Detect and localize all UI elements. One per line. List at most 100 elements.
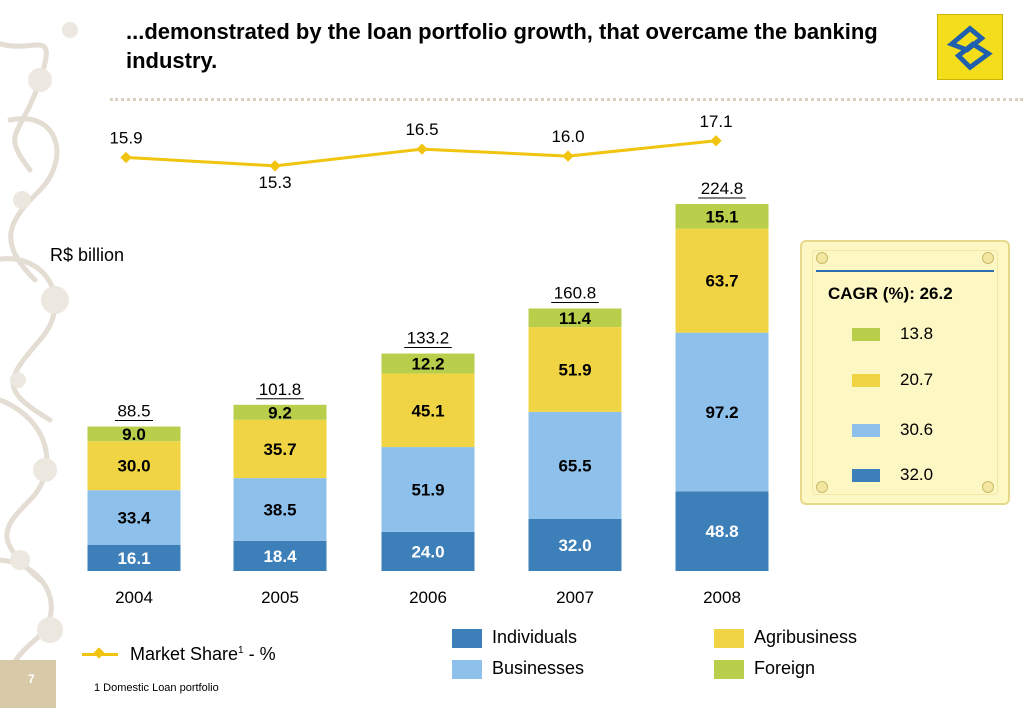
cagr-row-businesses: 30.6	[852, 420, 1002, 442]
cagr-swatch-foreign	[852, 328, 880, 341]
market-share-point-2005	[269, 160, 281, 172]
cagr-value-foreign: 13.8	[900, 324, 934, 343]
legend-swatch-individuals	[452, 629, 482, 648]
cagr-rule	[816, 270, 994, 272]
bar-label-foreign-2007: 11.4	[559, 309, 592, 328]
x-tick-label-2005: 2005	[261, 588, 299, 607]
cagr-value-individuals: 32.0	[900, 465, 934, 484]
bar-businesses-2008	[675, 332, 769, 492]
bar-label-businesses-2004: 33.4	[117, 508, 151, 527]
screw-icon	[982, 252, 994, 264]
market-share-label-2004: 15.9	[109, 128, 142, 147]
bar-total-2005: 101.8	[259, 380, 302, 399]
market-share-label-2006: 16.5	[405, 120, 438, 139]
bar-label-foreign-2006: 12.2	[411, 355, 444, 374]
floral-ornament	[0, 22, 78, 708]
bar-agribusiness-2004	[87, 441, 181, 491]
market-share-point-2004	[120, 151, 132, 164]
legend-swatch-agribusiness	[714, 629, 744, 648]
bar-label-agribusiness-2004: 30.0	[117, 457, 150, 476]
page-number: 7	[28, 672, 35, 686]
legend-market-share-text: Market Share	[130, 644, 239, 664]
market-share-label-2007: 16.0	[551, 127, 584, 146]
bar-agribusiness-2008	[675, 228, 769, 333]
legend-unit-text: - %	[243, 644, 276, 664]
cagr-panel: CAGR (%): 26.2 13.8 20.7 30.6 32.0	[800, 240, 1010, 505]
bar-individuals-2006	[381, 531, 475, 571]
unit-label: R$ billion	[50, 245, 125, 265]
bar-label-foreign-2004: 9.0	[122, 425, 146, 444]
slide-title: ...demonstrated by the loan portfolio gr…	[126, 19, 878, 73]
market-share-label-2008: 17.1	[699, 112, 732, 131]
bar-businesses-2006	[381, 447, 475, 532]
legend-swatch-businesses	[452, 660, 482, 679]
x-tick-label-2008: 2008	[703, 588, 741, 607]
cagr-panel-frame	[812, 250, 998, 495]
cagr-swatch-agribusiness	[852, 374, 880, 387]
bar-label-individuals-2004: 16.1	[117, 549, 150, 568]
bar-label-individuals-2006: 24.0	[411, 542, 444, 561]
bar-businesses-2004	[87, 490, 181, 545]
bar-label-businesses-2007: 65.5	[558, 456, 591, 475]
cagr-swatch-individuals	[852, 469, 880, 482]
cagr-swatch-businesses	[852, 424, 880, 437]
screw-icon	[816, 481, 828, 493]
x-tick-label-2004: 2004	[115, 588, 153, 607]
bar-foreign-2004	[87, 426, 181, 442]
bar-total-2008: 224.8	[701, 179, 744, 198]
cagr-row-agribusiness: 20.7	[852, 370, 1002, 392]
bar-agribusiness-2005	[233, 419, 327, 479]
legend-label-individuals: Individuals	[492, 627, 578, 647]
market-share-point-2007	[562, 150, 574, 162]
logo-icon	[946, 25, 993, 71]
bar-individuals-2008	[675, 491, 769, 571]
legend-label-businesses: Businesses	[492, 658, 585, 678]
screw-icon	[816, 252, 828, 264]
bar-agribusiness-2006	[381, 373, 475, 448]
legend-label-foreign: Foreign	[754, 658, 816, 678]
legend-market-share: Market Share1 - %	[82, 642, 362, 668]
bar-label-businesses-2006: 51.9	[411, 480, 444, 499]
legend-label-agribusiness: Agribusiness	[754, 627, 858, 647]
legend-businesses: Businesses	[452, 658, 672, 682]
x-tick-label-2006: 2006	[409, 588, 447, 607]
cagr-row-individuals: 32.0	[852, 465, 1002, 487]
legend-foreign: Foreign	[714, 658, 934, 682]
market-share-marker-icon	[93, 647, 105, 659]
bar-label-agribusiness-2006: 45.1	[411, 401, 444, 420]
legend-footnote-mark: 1	[238, 645, 244, 656]
legend-individuals: Individuals	[452, 627, 672, 651]
bar-foreign-2008	[675, 204, 769, 229]
cagr-value-agribusiness: 20.7	[900, 370, 934, 389]
bar-label-individuals-2008: 48.8	[705, 522, 738, 541]
bar-foreign-2005	[233, 404, 327, 420]
market-share-point-2008	[710, 135, 722, 147]
bar-individuals-2007	[528, 518, 622, 571]
bar-foreign-2006	[381, 353, 475, 374]
legend-swatch-foreign	[714, 660, 744, 679]
bar-foreign-2007	[528, 308, 622, 328]
market-share-label-2005: 15.3	[258, 173, 291, 192]
bar-individuals-2005	[233, 540, 327, 571]
bar-label-agribusiness-2008: 63.7	[705, 272, 738, 291]
cagr-value-businesses: 30.6	[900, 420, 934, 439]
bank-logo	[937, 14, 1003, 80]
bar-label-foreign-2005: 9.2	[268, 403, 292, 422]
bar-total-2004: 88.5	[117, 402, 150, 421]
x-tick-label-2007: 2007	[556, 588, 594, 607]
market-share-point-2006	[416, 143, 428, 155]
bar-label-agribusiness-2007: 51.9	[558, 360, 591, 379]
cagr-row-foreign: 13.8	[852, 324, 1002, 346]
bar-individuals-2004	[87, 544, 181, 571]
bar-total-2006: 133.2	[407, 329, 450, 348]
bar-label-businesses-2008: 97.2	[705, 403, 738, 422]
cagr-title: CAGR (%): 26.2	[828, 284, 953, 303]
screw-icon	[982, 481, 994, 493]
bar-agribusiness-2007	[528, 327, 622, 412]
bar-total-2007: 160.8	[554, 283, 597, 302]
bar-businesses-2007	[528, 411, 622, 519]
legend-agribusiness: Agribusiness	[714, 627, 934, 651]
legend-market-share-label: Market Share1 - %	[130, 644, 276, 665]
bar-businesses-2005	[233, 478, 327, 541]
